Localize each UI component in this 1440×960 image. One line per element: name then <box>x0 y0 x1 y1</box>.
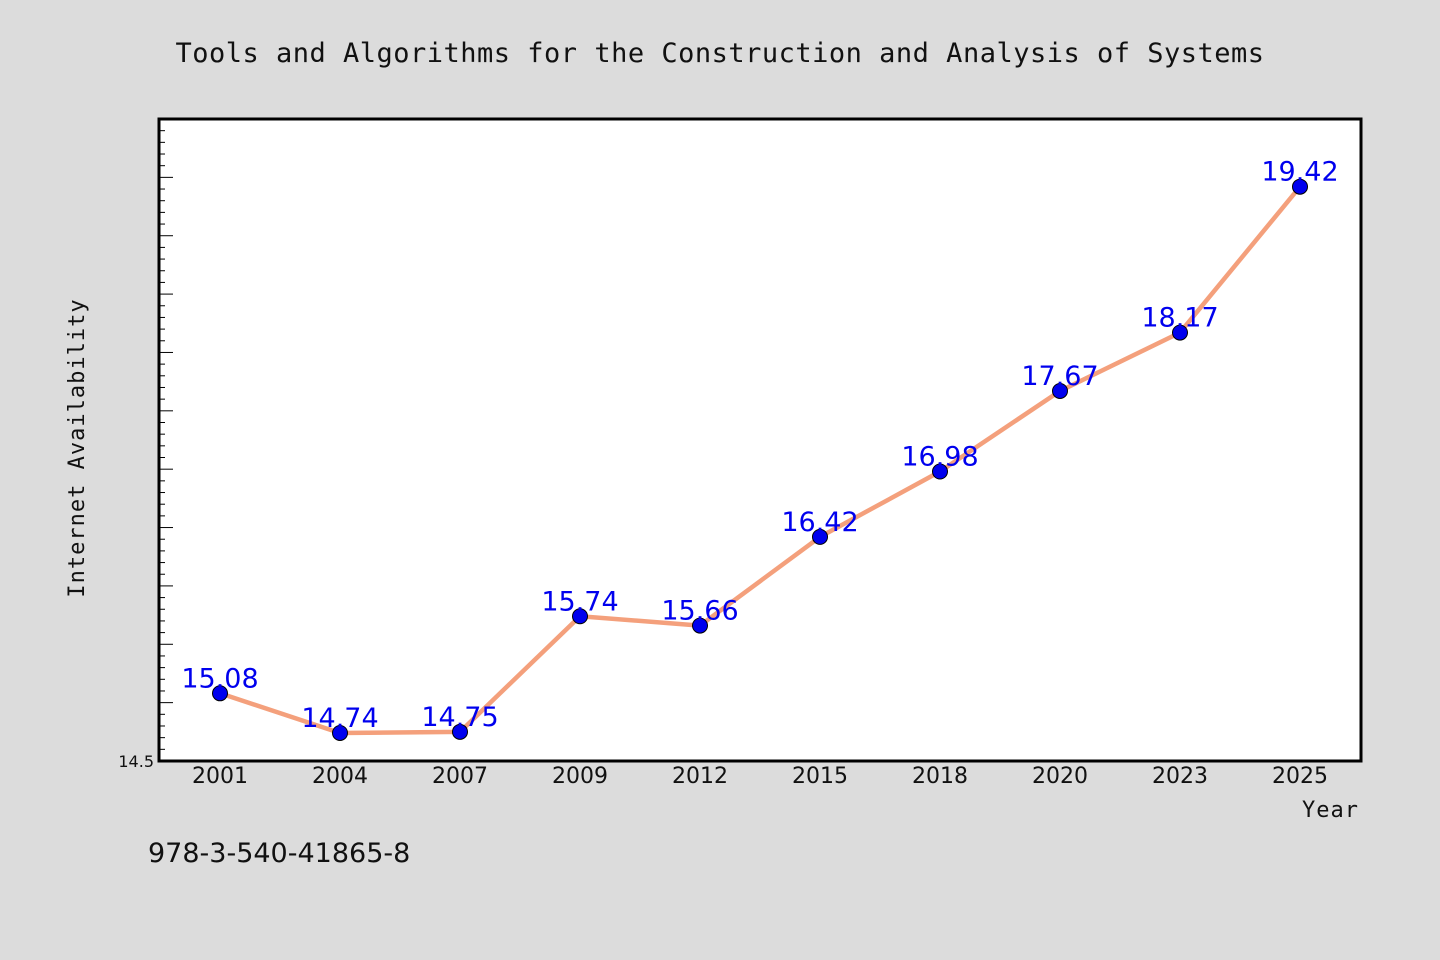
y-axis-ticks <box>159 118 173 762</box>
series-line <box>217 184 1303 736</box>
x-tick-label: 2025 <box>1272 764 1328 789</box>
x-axis-label: Year <box>1302 798 1359 823</box>
x-tick-label: 2018 <box>912 764 968 789</box>
data-labels: 15.08 14.74 14.75 15.74 15.66 16.42 16.98 17.67… <box>181 157 1338 734</box>
data-point <box>692 617 708 634</box>
data-point <box>332 724 348 741</box>
footnote-isbn: 978-3-540-41865-8 <box>148 838 410 869</box>
data-label: 18.17 <box>1141 303 1218 334</box>
x-tick-label: 2007 <box>432 764 488 789</box>
x-tick-label: 2001 <box>192 764 248 789</box>
x-tick-label: 2015 <box>792 764 848 789</box>
data-label: 16.42 <box>781 507 858 538</box>
data-point <box>452 723 468 740</box>
data-point <box>572 608 588 625</box>
data-points <box>212 178 1308 741</box>
x-tick-label: 2012 <box>672 764 728 789</box>
y-axis-label: Internet Availability <box>65 298 90 597</box>
x-tick-label: 2020 <box>1032 764 1088 789</box>
data-label: 15.08 <box>181 663 258 694</box>
data-label: 16.98 <box>901 442 978 473</box>
data-point <box>812 528 828 545</box>
data-label: 14.75 <box>421 702 498 733</box>
data-point <box>1052 382 1068 399</box>
data-label: 19.42 <box>1261 157 1338 188</box>
data-label: 17.67 <box>1021 361 1098 392</box>
data-label: 15.66 <box>661 596 738 627</box>
data-point <box>1292 178 1308 195</box>
data-label: 14.74 <box>301 703 378 734</box>
chart-title: Tools and Algorithms for the Constructio… <box>175 38 1264 69</box>
data-point <box>1172 324 1188 341</box>
plot-area <box>157 117 1363 763</box>
x-tick-label: 2009 <box>552 764 608 789</box>
data-label: 15.74 <box>541 586 618 617</box>
data-point <box>212 685 228 702</box>
data-point <box>932 463 948 480</box>
x-tick-label: 2023 <box>1152 764 1208 789</box>
x-axis-tick-labels: 2001 2004 2007 2009 2012 2015 2018 2020 2023 2025 <box>192 764 1328 789</box>
y-axis-min-label: 14.5 <box>118 752 154 771</box>
x-tick-label: 2004 <box>312 764 368 789</box>
